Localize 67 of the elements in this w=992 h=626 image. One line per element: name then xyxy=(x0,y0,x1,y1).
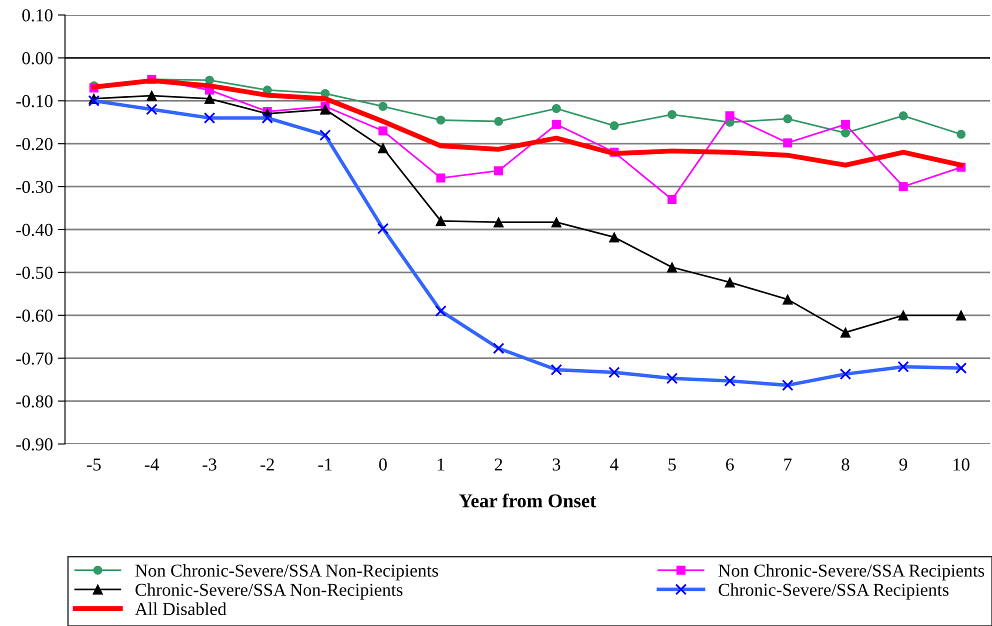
point xyxy=(205,76,214,85)
point xyxy=(146,90,157,101)
x-tick-label: 6 xyxy=(726,458,734,471)
point xyxy=(956,130,966,139)
y-tick-label: -0.50 xyxy=(16,266,53,279)
point xyxy=(552,120,561,129)
point xyxy=(782,294,793,305)
point xyxy=(494,166,504,176)
point xyxy=(668,194,677,204)
point xyxy=(668,110,677,120)
point xyxy=(610,121,619,130)
legend-label: Chronic-Severe/SSA Recipients xyxy=(718,583,949,600)
x-tick-label: 9 xyxy=(899,458,908,471)
point xyxy=(840,128,850,138)
point xyxy=(724,277,736,288)
legend-label: Chronic-Severe/SSA Non-Recipients xyxy=(136,583,402,600)
point xyxy=(956,310,966,321)
point xyxy=(609,232,620,242)
x-tick-label: -5 xyxy=(87,458,101,471)
y-tick-label: 0.00 xyxy=(22,52,53,64)
x-tick-label: 5 xyxy=(668,458,676,471)
x-tick-label: 7 xyxy=(784,458,792,470)
x-axis-title: Year from Onset xyxy=(459,494,596,508)
y-tick-label: -0.70 xyxy=(16,352,53,365)
point xyxy=(898,182,908,192)
point xyxy=(783,138,792,148)
point xyxy=(783,114,792,124)
legend-label: All Disabled xyxy=(134,602,226,616)
x-tick-label: 0 xyxy=(379,458,387,471)
point xyxy=(840,327,851,338)
point xyxy=(436,216,446,226)
legend-label: Non Chronic-Severe/SSA Non-Recipients xyxy=(135,564,438,580)
point xyxy=(436,116,446,125)
x-tick-label: -2 xyxy=(260,458,274,470)
point xyxy=(551,216,562,228)
point xyxy=(666,262,678,272)
x-tick-label: 4 xyxy=(610,458,618,470)
point xyxy=(725,111,734,120)
legend-label: Non Chronic-Severe/SSA Recipients xyxy=(718,564,984,580)
point xyxy=(378,142,388,154)
point xyxy=(840,120,850,129)
y-tick-label: -0.40 xyxy=(16,224,53,236)
y-tick-label: -0.90 xyxy=(16,438,53,451)
point xyxy=(898,111,908,120)
x-tick-label: 2 xyxy=(494,458,502,470)
x-tick-label: 3 xyxy=(552,458,560,471)
point xyxy=(378,102,388,111)
y-tick-label: -0.10 xyxy=(16,95,53,108)
point xyxy=(493,216,504,228)
point xyxy=(320,104,330,115)
point xyxy=(494,116,504,126)
x-tick-label: -1 xyxy=(318,458,332,470)
point xyxy=(552,104,561,114)
y-tick-label: -0.20 xyxy=(16,138,53,150)
x-tick-label: 1 xyxy=(438,458,444,470)
x-tick-label: -4 xyxy=(144,458,159,470)
y-tick-label: 0.10 xyxy=(22,9,53,22)
point xyxy=(436,174,446,183)
y-tick-label: -0.80 xyxy=(16,395,53,408)
y-tick-label: -0.60 xyxy=(16,310,53,322)
y-tick-label: -0.30 xyxy=(16,180,53,194)
x-tick-label: -3 xyxy=(202,458,216,471)
point xyxy=(204,93,215,104)
x-tick-label: 8 xyxy=(842,458,850,471)
point xyxy=(898,310,908,321)
x-tick-label: 10 xyxy=(954,458,970,471)
point xyxy=(378,126,388,136)
